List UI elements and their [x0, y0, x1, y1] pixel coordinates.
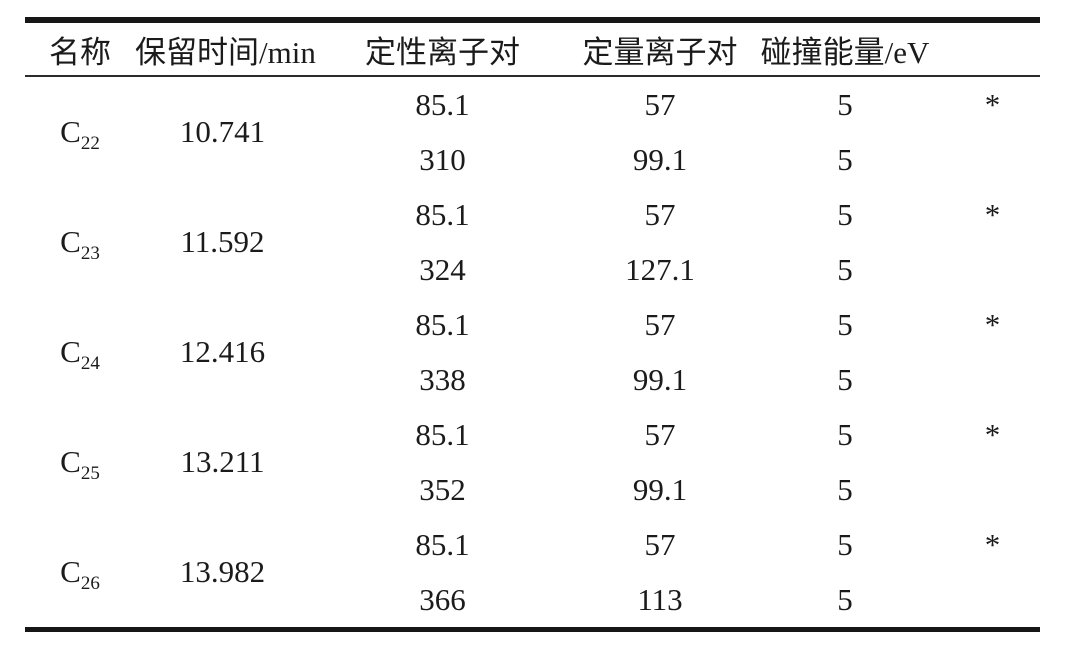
- compound-symbol: C: [60, 114, 81, 149]
- table-row: 338 99.1 5: [25, 352, 1040, 407]
- compound-name-cell: C22: [25, 76, 135, 187]
- table-header-row: 名称 保留时间/min 定性离子对 定量离子对 碰撞能量/eV: [25, 20, 1040, 77]
- collision-energy-cell: 5: [837, 141, 853, 177]
- collision-energy-cell: 5: [837, 526, 853, 562]
- header-quantitative-ion-pair: 定量离子对: [575, 20, 745, 77]
- quantitative-ion-cell: 99.1: [632, 361, 688, 397]
- star-marker: *: [984, 86, 1001, 122]
- header-qualitative-ion-pair: 定性离子对: [310, 20, 575, 77]
- qualitative-ion-cell: 338: [419, 361, 466, 397]
- star-marker: *: [984, 306, 1001, 342]
- table-row: C26 13.982 85.1 57 5 *: [25, 517, 1040, 594]
- compound-subscript: 26: [80, 573, 100, 595]
- star-marker: [945, 242, 1040, 297]
- qualitative-ion-cell: 366: [419, 581, 466, 617]
- quantitative-ion-cell: 99.1: [632, 141, 688, 177]
- table-row: 366 113 5: [25, 572, 1040, 630]
- qualitative-ion-cell: 352: [419, 471, 466, 507]
- star-marker: [945, 352, 1040, 407]
- qualitative-ion-cell: 85.1: [415, 526, 470, 562]
- qualitative-ion-cell: 85.1: [415, 416, 470, 452]
- star-marker: *: [984, 526, 1001, 562]
- collision-energy-cell: 5: [837, 361, 853, 397]
- qualitative-ion-cell: 324: [419, 251, 466, 287]
- quantitative-ion-cell: 57: [644, 196, 676, 232]
- compound-name-cell: C24: [25, 297, 135, 407]
- collision-energy-cell: 5: [837, 306, 853, 342]
- header-collision-energy: 碰撞能量/eV: [745, 20, 945, 77]
- table-row: C24 12.416 85.1 57 5 *: [25, 297, 1040, 374]
- compound-subscript: 25: [80, 463, 100, 485]
- header-retention-time: 保留时间/min: [135, 20, 316, 77]
- collision-energy-cell: 5: [837, 251, 853, 287]
- compound-name-cell: C26: [25, 517, 135, 630]
- collision-energy-cell: 5: [837, 581, 853, 617]
- collision-energy-cell: 5: [837, 471, 853, 507]
- retention-time-cell: 13.211: [180, 444, 265, 479]
- collision-energy-cell: 5: [837, 416, 853, 452]
- table-row: C23 11.592 85.1 57 5 *: [25, 187, 1040, 264]
- collision-energy-cell: 5: [837, 196, 853, 232]
- header-star-column: [945, 20, 1040, 77]
- star-marker: *: [984, 196, 1001, 232]
- table-row: 324 127.1 5: [25, 242, 1040, 297]
- ion-pair-table: 名称 保留时间/min 定性离子对 定量离子对 碰撞能量/eV C22 10.7…: [25, 17, 1040, 632]
- quantitative-ion-cell: 127.1: [625, 251, 695, 287]
- collision-energy-cell: 5: [837, 86, 853, 122]
- quantitative-ion-cell: 57: [644, 86, 676, 122]
- table-row: C22 10.741 85.1 57 5 *: [25, 76, 1040, 154]
- qualitative-ion-cell: 85.1: [415, 86, 470, 122]
- table-row: 352 99.1 5: [25, 462, 1040, 517]
- star-marker: [945, 572, 1040, 630]
- quantitative-ion-cell: 57: [644, 306, 676, 342]
- table-row: C25 13.211 85.1 57 5 *: [25, 407, 1040, 484]
- compound-symbol: C: [60, 444, 81, 479]
- quantitative-ion-cell: 113: [637, 581, 683, 617]
- qualitative-ion-cell: 85.1: [415, 196, 470, 232]
- compound-name-cell: C25: [25, 407, 135, 517]
- qualitative-ion-cell: 85.1: [415, 306, 470, 342]
- qualitative-ion-cell: 310: [419, 141, 466, 177]
- retention-time-cell: 10.741: [179, 114, 266, 149]
- table-row: 310 99.1 5: [25, 132, 1040, 187]
- compound-subscript: 24: [80, 353, 100, 375]
- header-name: 名称: [25, 20, 135, 77]
- star-marker: [945, 462, 1040, 517]
- retention-time-cell: 11.592: [180, 224, 265, 259]
- retention-time-cell: 13.982: [179, 554, 266, 589]
- compound-subscript: 22: [80, 133, 100, 155]
- star-marker: [945, 132, 1040, 187]
- compound-subscript: 23: [80, 243, 100, 265]
- star-marker: *: [984, 416, 1001, 452]
- compound-symbol: C: [60, 224, 81, 259]
- retention-time-cell: 12.416: [179, 334, 266, 369]
- quantitative-ion-cell: 57: [644, 526, 676, 562]
- compound-symbol: C: [60, 554, 81, 589]
- quantitative-ion-cell: 99.1: [632, 471, 688, 507]
- quantitative-ion-cell: 57: [644, 416, 676, 452]
- compound-symbol: C: [60, 334, 81, 369]
- compound-name-cell: C23: [25, 187, 135, 297]
